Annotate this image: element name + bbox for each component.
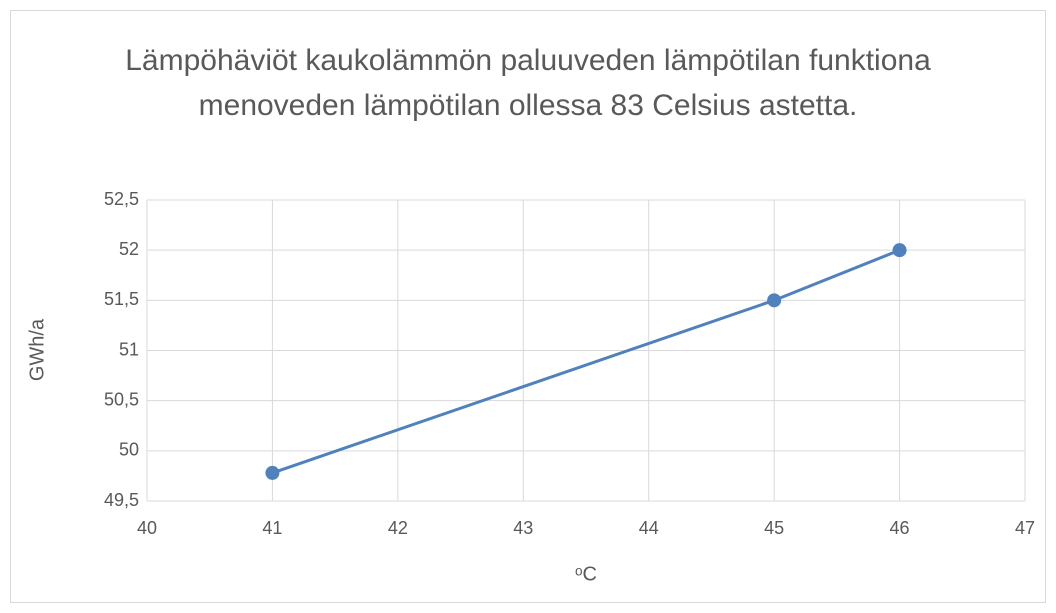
x-tick-label: 45	[764, 518, 784, 538]
data-line	[271, 248, 901, 475]
y-tick-label: 52	[119, 239, 139, 259]
y-axis-label: GWh/a	[26, 318, 48, 381]
data-point	[767, 293, 782, 308]
y-tick-label: 51	[119, 339, 139, 359]
x-tick-label: 47	[1015, 518, 1035, 538]
y-tick-label: 51,5	[104, 289, 139, 309]
chart-border	[10, 10, 1046, 603]
x-tick-label: 40	[137, 518, 157, 538]
y-tick-label: 49,5	[104, 490, 139, 510]
x-tick-label: 42	[388, 518, 408, 538]
x-tick-label: 46	[890, 518, 910, 538]
y-tick-label: 50	[119, 440, 139, 460]
data-point	[265, 465, 280, 480]
data-point	[892, 243, 907, 258]
x-tick-label: 43	[513, 518, 533, 538]
x-axis-label: ᵒC	[575, 563, 597, 585]
x-tick-label: 41	[262, 518, 282, 538]
y-tick-label: 52,5	[104, 189, 139, 209]
x-tick-label: 44	[639, 518, 659, 538]
y-tick-label: 50,5	[104, 389, 139, 409]
chart-title: Lämpöhäviöt kaukolämmön paluuveden lämpö…	[125, 44, 931, 122]
